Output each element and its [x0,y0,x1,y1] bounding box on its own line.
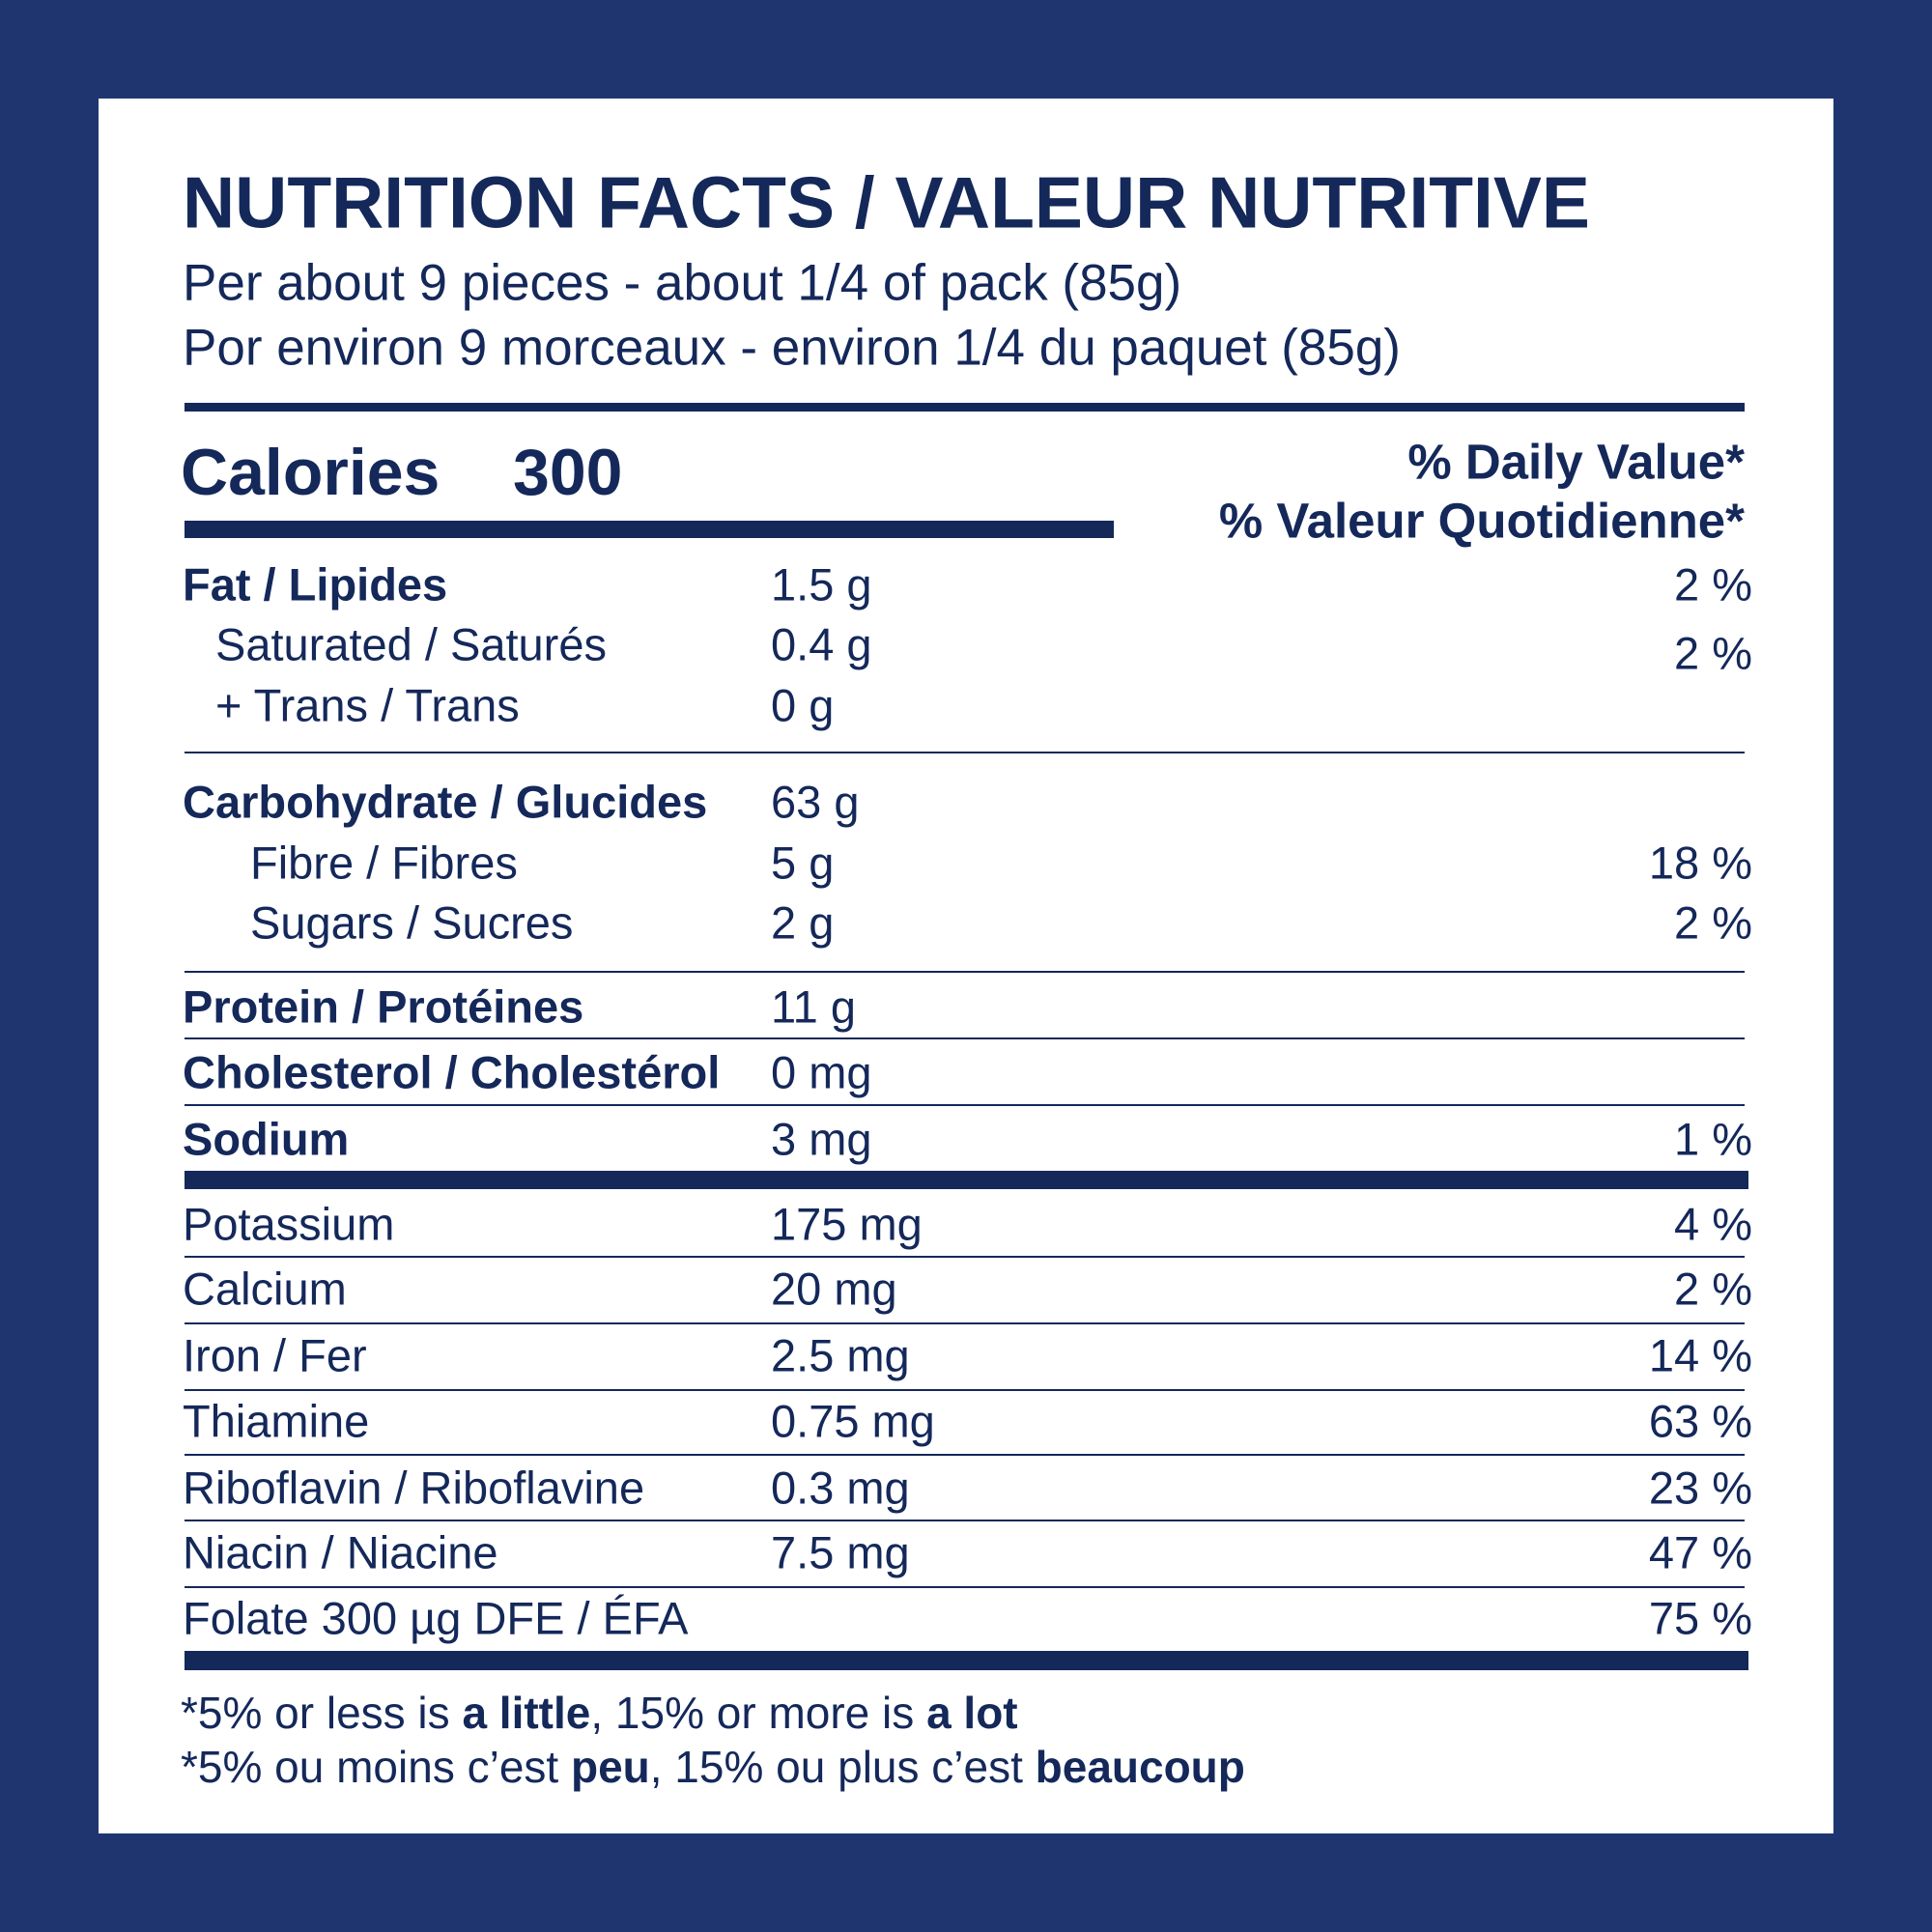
nutrient-label: Thiamine [183,1395,370,1447]
daily-value: 2 % [1674,896,1752,949]
daily-value: 2 % [1674,627,1752,679]
nutrient-label: Fat / Lipides [183,558,448,611]
nutrient-label: Iron / Fer [183,1329,367,1381]
nutrient-amount: 0.75 mg [771,1395,935,1447]
footnote-text: , 15% or more is [590,1688,927,1738]
nutrient-amount: 0 g [771,679,835,731]
nutrient-amount: 7.5 mg [771,1526,910,1578]
footnote-bold: peu [570,1742,650,1792]
daily-value: 18 % [1648,837,1752,889]
nutrient-label: Carbohydrate / Glucides [183,776,708,828]
footnote-text: *5% or less is [181,1688,463,1738]
divider [185,971,1745,973]
nutrient-amount: 1.5 g [771,558,872,611]
nutrient-label: Saturated / Saturés [215,618,607,670]
nutrient-amount: 2 g [771,896,835,949]
footnote: *5% or less is a little, 15% or more is … [181,1690,1018,1735]
nutrient-label: Folate 300 µg DFE / ÉFA [183,1592,689,1644]
nutrient-amount: 20 mg [771,1263,897,1315]
rule [185,1171,1748,1189]
daily-value: 2 % [1674,1263,1752,1315]
nutrient-label: Riboflavin / Riboflavine [183,1462,645,1514]
dv-heading: % Valeur Quotidienne* [1218,493,1745,549]
nutrient-amount: 5 g [771,837,835,889]
rule [185,521,1114,538]
daily-value: 4 % [1674,1198,1752,1250]
nutrient-label: Cholesterol / Cholestérol [183,1046,721,1098]
nutrient-amount: 0 mg [771,1046,872,1098]
footnote-bold: beaucoup [1035,1742,1245,1792]
nutrient-label: Protein / Protéines [183,980,584,1033]
dv-heading: % Daily Value* [1407,434,1745,490]
footnote-text: *5% ou moins c’est [181,1742,571,1792]
calories-label: Calories [181,436,440,509]
nutrient-amount: 0.4 g [771,618,872,670]
title: NUTRITION FACTS / VALEUR NUTRITIVE [183,161,1590,243]
divider [185,1104,1745,1106]
nutrient-label: Potassium [183,1198,395,1250]
nutrient-label: + Trans / Trans [215,679,520,731]
divider [185,752,1745,753]
nutrient-label: Fibre / Fibres [250,837,518,889]
nutrient-amount: 0.3 mg [771,1462,910,1514]
rule [185,403,1745,412]
nutrient-label: Sodium [183,1113,350,1165]
daily-value: 1 % [1674,1113,1752,1165]
nutrient-label: Sugars / Sucres [250,896,574,949]
daily-value: 75 % [1648,1592,1752,1644]
nutrient-label: Calcium [183,1263,347,1315]
divider [185,1520,1745,1521]
divider [185,1586,1745,1588]
daily-value: 23 % [1648,1462,1752,1514]
footnote: *5% ou moins c’est peu, 15% ou plus c’es… [181,1745,1245,1789]
divider [185,1037,1745,1039]
calories-value: 300 [513,436,623,509]
daily-value: 47 % [1648,1526,1752,1578]
nutrient-amount: 175 mg [771,1198,923,1250]
nutrient-label: Niacin / Niacine [183,1526,498,1578]
serving-en: Per about 9 pieces - about 1/4 of pack (… [183,254,1182,312]
daily-value: 63 % [1648,1395,1752,1447]
nutrient-amount: 11 g [771,980,856,1033]
divider [185,1454,1745,1456]
label-panel [99,99,1833,1833]
nutrient-amount: 3 mg [771,1113,872,1165]
nutrient-amount: 2.5 mg [771,1329,910,1381]
divider [185,1389,1745,1391]
footnote-bold: a lot [926,1688,1018,1738]
rule [185,1651,1748,1670]
daily-value: 14 % [1648,1329,1752,1381]
serving-fr: Por environ 9 morceaux - environ 1/4 du … [183,319,1401,377]
divider [185,1256,1745,1258]
daily-value: 2 % [1674,558,1752,611]
nutrient-amount: 63 g [771,776,860,828]
footnote-bold: a little [462,1688,591,1738]
footnote-text: , 15% ou plus c’est [649,1742,1036,1792]
divider [185,1322,1745,1324]
